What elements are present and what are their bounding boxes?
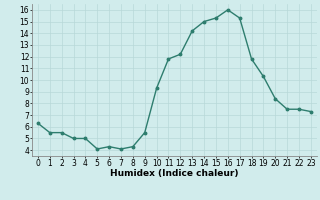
X-axis label: Humidex (Indice chaleur): Humidex (Indice chaleur) <box>110 169 239 178</box>
